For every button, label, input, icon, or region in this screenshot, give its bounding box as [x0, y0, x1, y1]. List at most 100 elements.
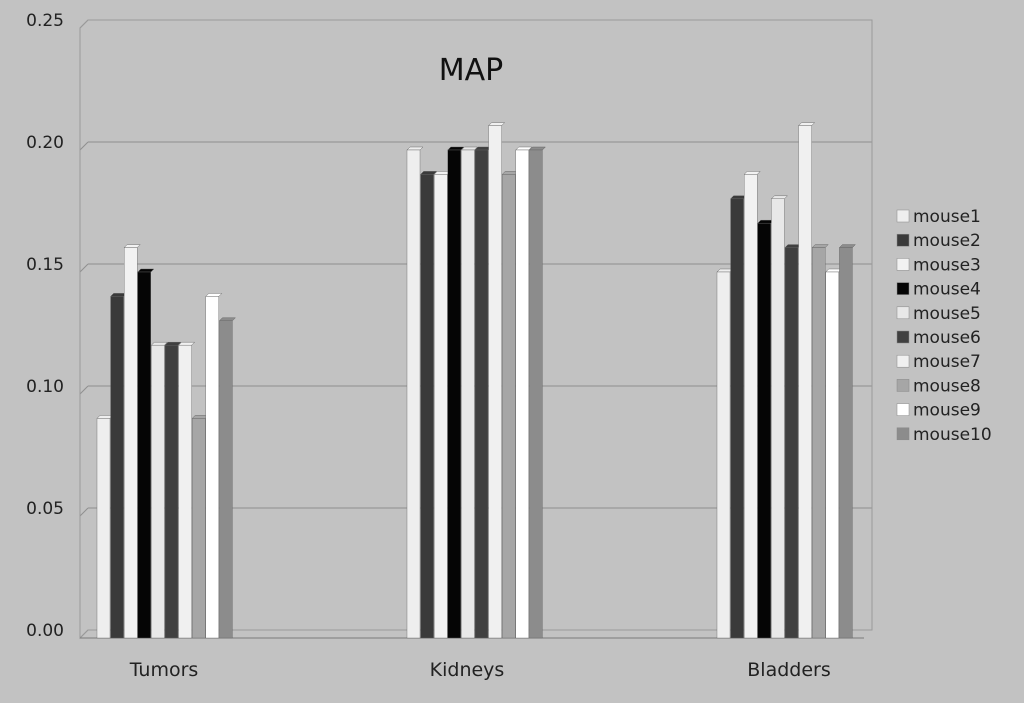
- bar-front: [461, 149, 475, 639]
- x-tick-label: Kidneys: [430, 659, 505, 681]
- x-tick-label: Tumors: [129, 659, 199, 681]
- legend-swatch: [896, 379, 910, 392]
- legend-item: mouse5: [896, 304, 981, 324]
- legend-item: mouse1: [896, 207, 981, 227]
- legend-swatch: [896, 354, 910, 368]
- bar-front: [529, 149, 543, 639]
- bar-top: [838, 244, 856, 248]
- bar: [474, 146, 492, 639]
- bar: [488, 122, 506, 639]
- bar: [137, 268, 155, 639]
- y-tick-label: 0.05: [26, 499, 64, 519]
- legend-label: mouse4: [913, 280, 981, 300]
- bar-front: [757, 222, 771, 639]
- bar-front: [420, 174, 434, 639]
- bar-front: [839, 247, 853, 639]
- bar-top: [123, 244, 141, 248]
- legend-item: mouse4: [896, 280, 981, 300]
- legend-item: mouse8: [896, 376, 981, 396]
- gridline-depth: [79, 263, 89, 273]
- bar-front: [434, 174, 448, 639]
- legend-swatch: [896, 403, 910, 416]
- bar: [164, 342, 182, 639]
- legend-label: mouse5: [913, 304, 981, 324]
- bar-front: [191, 418, 206, 639]
- bar: [218, 317, 236, 639]
- bar-top: [798, 122, 816, 126]
- bar-front: [164, 345, 179, 639]
- bar: [784, 244, 802, 639]
- bar-top: [406, 146, 424, 151]
- bar-top: [205, 293, 223, 297]
- bar-front: [515, 149, 529, 639]
- legend-swatch: [896, 233, 910, 247]
- bar-front: [716, 271, 731, 639]
- legend-label: mouse1: [913, 207, 981, 227]
- chart-title: MAP: [439, 53, 504, 88]
- bar: [150, 342, 168, 639]
- bar-front: [151, 345, 165, 639]
- bar: [838, 244, 856, 639]
- bar: [191, 415, 209, 639]
- bar-top: [811, 244, 829, 248]
- y-tick-label: 0.00: [26, 621, 64, 641]
- bar-front: [488, 125, 502, 639]
- bar-front: [178, 345, 192, 639]
- bar-front: [110, 296, 124, 639]
- legend-item: mouse6: [896, 328, 981, 348]
- x-tick-label: Bladders: [747, 659, 830, 681]
- bar: [406, 146, 424, 639]
- bar: [515, 146, 533, 639]
- legend-swatch: [896, 209, 910, 223]
- bar-top: [515, 146, 533, 151]
- legend: mouse1 mouse2 mouse3 mouse4 mouse5 mouse6 mous…: [896, 207, 992, 445]
- legend-swatch: [896, 282, 910, 295]
- bar: [205, 293, 223, 639]
- bar: [178, 342, 196, 639]
- bar: [420, 171, 438, 639]
- bar: [110, 293, 128, 639]
- legend-swatch: [896, 427, 910, 441]
- bar: [811, 244, 829, 639]
- legend-item: mouse9: [896, 401, 981, 421]
- legend-item: mouse7: [896, 352, 981, 372]
- legend-label: mouse9: [913, 401, 981, 421]
- bar-front: [825, 271, 839, 639]
- gridline-depth: [79, 141, 89, 151]
- gridline-depth: [79, 385, 89, 395]
- bar-front: [406, 149, 421, 639]
- legend-item: mouse3: [896, 255, 981, 275]
- bar-top: [164, 342, 182, 346]
- bar-front: [205, 296, 220, 639]
- bar: [770, 195, 788, 639]
- bar-front: [784, 247, 799, 639]
- bar: [528, 146, 546, 639]
- legend-swatch: [896, 306, 910, 320]
- bar: [433, 171, 451, 639]
- legend-label: mouse8: [913, 376, 981, 396]
- bar-front: [744, 174, 758, 639]
- bar: [501, 171, 519, 639]
- bar: [798, 122, 816, 639]
- y-tick-label: 0.20: [26, 133, 64, 153]
- bar-front: [730, 198, 744, 639]
- bar-front: [771, 198, 785, 639]
- bar: [447, 146, 465, 639]
- bar-top: [420, 171, 438, 175]
- bar: [743, 171, 761, 639]
- legend-item: mouse10: [896, 425, 992, 445]
- bars: [96, 122, 856, 639]
- bar-top: [137, 268, 155, 273]
- bar-front: [502, 174, 516, 639]
- bar-top: [460, 146, 478, 151]
- legend-label: mouse10: [913, 425, 992, 445]
- bar-front: [96, 418, 111, 639]
- legend-label: mouse3: [913, 255, 981, 275]
- legend-label: mouse7: [913, 352, 981, 372]
- bar-front: [123, 247, 138, 639]
- legend-item: mouse2: [896, 231, 981, 251]
- bar-top: [770, 195, 788, 200]
- bar-front: [137, 271, 152, 639]
